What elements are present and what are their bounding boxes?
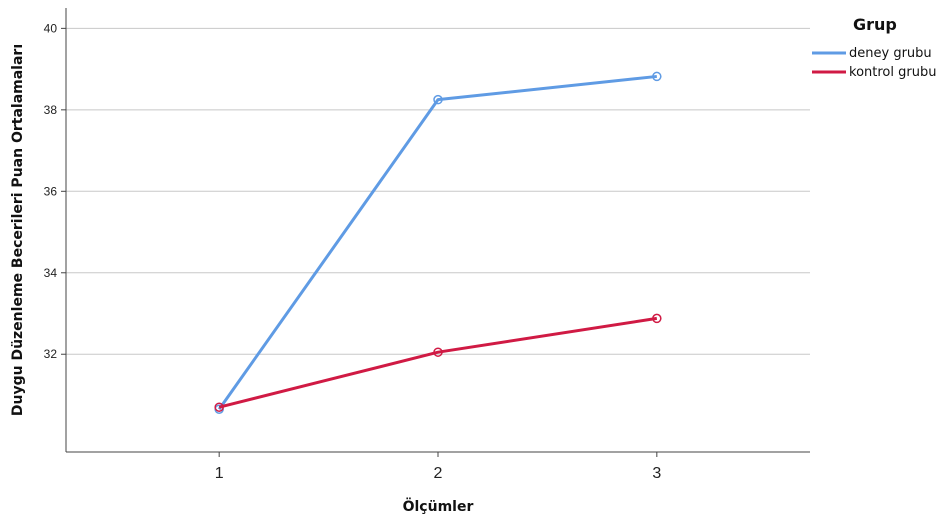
series-line-2	[218, 316, 658, 409]
x-tick-label: 2	[434, 465, 443, 482]
data-point	[652, 71, 662, 82]
y-tick-label: 32	[44, 347, 58, 361]
data-point	[214, 402, 224, 412]
series-group	[214, 71, 662, 414]
y-tick-label: 40	[44, 21, 58, 35]
y-tick-label: 34	[44, 266, 58, 280]
data-point	[433, 347, 443, 357]
y-axis-title: Duygu Düzenleme Becerileri Puan Ortalama…	[10, 44, 26, 416]
x-tick-label: 1	[215, 465, 224, 482]
series-line-1	[217, 74, 657, 411]
grid-lines	[66, 27, 810, 355]
legend-label: kontrol grubu	[849, 65, 936, 80]
x-ticks: 1 2 3	[215, 452, 661, 482]
legend: Grup deney grubu kontrol grubu	[812, 15, 936, 80]
y-ticks: 32 34 36 38 40	[44, 21, 66, 361]
x-axis-title: Ölçümler	[403, 497, 474, 515]
legend-label: deney grubu	[849, 46, 932, 61]
legend-items: deney grubu kontrol grubu	[812, 46, 936, 80]
y-tick-label: 38	[44, 103, 58, 117]
x-tick-label: 3	[652, 465, 661, 482]
data-point	[433, 94, 443, 105]
legend-title: Grup	[853, 15, 897, 34]
y-tick-label: 36	[44, 184, 58, 198]
data-point	[652, 313, 662, 324]
